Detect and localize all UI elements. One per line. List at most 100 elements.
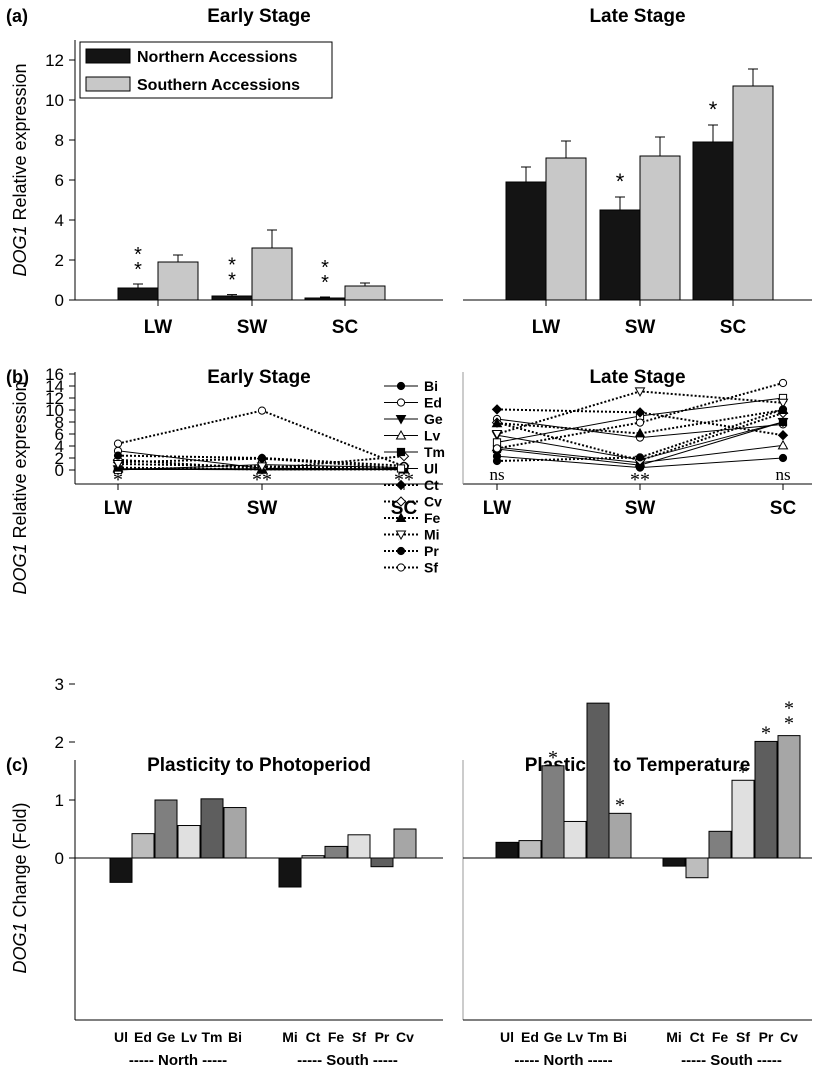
x-tick-label-b: LW: [104, 498, 133, 519]
significance-mark: *: [784, 713, 794, 735]
data-point: [257, 406, 267, 415]
panel-label-c: (c): [6, 755, 28, 775]
chart-title: Early Stage: [207, 6, 311, 27]
legend-a: Northern Accessions Southern Accessions: [79, 41, 333, 99]
bar: [599, 209, 641, 301]
significance-mark: *: [228, 255, 236, 277]
x-tick-label-c: Tm: [202, 1029, 223, 1045]
data-point: [777, 398, 789, 409]
bar: [639, 155, 681, 301]
data-point: [492, 444, 502, 453]
y-tick-label-b: 0: [55, 461, 64, 480]
bar: [608, 812, 632, 859]
y-axis-label-a-italic: DOG1: [10, 226, 30, 277]
significance-mark: *: [784, 698, 794, 720]
bar: [131, 833, 155, 859]
bar: [685, 857, 709, 879]
y-axis-label-c-rest: Change (Fold): [10, 802, 30, 922]
legend-label: Bi: [424, 378, 438, 394]
x-tick-label-a: SW: [625, 317, 656, 338]
y-tick-label-a: 10: [45, 91, 64, 110]
bar: [177, 825, 201, 859]
x-tick-label-c: Fe: [712, 1029, 729, 1045]
bar: [211, 295, 253, 301]
chart-title: Late Stage: [589, 6, 685, 27]
data-point: [113, 439, 123, 448]
significance-mark: **: [252, 469, 272, 491]
x-tick-label-c: Pr: [375, 1029, 390, 1045]
y-axis-label-b-italic: DOG1: [10, 544, 30, 595]
y-tick-label-b: 6: [55, 425, 64, 444]
y-tick-label-b: 8: [55, 413, 64, 432]
legend-marker: [395, 496, 407, 507]
data-point: [778, 405, 788, 414]
data-point: [112, 460, 124, 470]
bar: [154, 799, 178, 859]
x-tick-label-c: Ct: [306, 1029, 321, 1045]
series-mi: [491, 387, 789, 440]
legend-marker: [396, 447, 406, 457]
bar: [495, 841, 519, 859]
bar: [732, 85, 774, 301]
legend-label-north: Northern Accessions: [137, 49, 297, 66]
significance-mark: ns: [489, 465, 504, 484]
bar: [157, 261, 199, 301]
legend-swatch-north: [85, 48, 131, 64]
legend-label: Sf: [424, 560, 438, 576]
x-tick-label-c: Sf: [352, 1029, 366, 1045]
y-tick-label-b: 4: [55, 437, 64, 456]
data-point: [491, 404, 503, 415]
x-tick-label-a: LW: [532, 317, 561, 338]
series-line: [117, 409, 405, 468]
y-tick-label-a: 0: [55, 291, 64, 310]
bar: [777, 735, 801, 859]
data-point: [778, 453, 788, 463]
bar: [692, 141, 734, 301]
legend-marker: [395, 512, 407, 522]
bar: [344, 285, 386, 301]
legend-marker: [396, 563, 406, 572]
legend-label: Cv: [424, 494, 442, 510]
y-tick-label-a: 12: [45, 51, 64, 70]
data-point: [778, 417, 788, 427]
y-axis-label-c: DOG1 Change (Fold): [10, 802, 30, 973]
chart-title: Late Stage: [589, 367, 685, 388]
series-pr: [492, 405, 788, 466]
legend-label: Ge: [424, 411, 443, 427]
bar: [200, 798, 224, 859]
data-point: [634, 427, 646, 438]
data-point: [635, 453, 645, 462]
significance-mark: *: [113, 469, 123, 491]
x-tick-label-c: Lv: [181, 1029, 198, 1045]
y-axis-label-c-italic: DOG1: [10, 923, 30, 974]
y-tick-label-a: 6: [55, 171, 64, 190]
data-point: [256, 462, 268, 472]
series-ct: [491, 404, 789, 441]
x-tick-label-c: Cv: [396, 1029, 414, 1045]
data-point: [777, 429, 789, 441]
legend-marker: [396, 464, 406, 473]
group-label-north: ----- North -----: [514, 1052, 612, 1069]
significance-mark: *: [321, 257, 329, 279]
x-tick-label-c: Mi: [666, 1029, 682, 1045]
legend-label: Ct: [424, 477, 439, 493]
bar: [545, 157, 587, 301]
data-point: [113, 451, 123, 460]
significance-mark: *: [616, 169, 625, 194]
y-tick-label-b: 2: [55, 449, 64, 468]
bar: [708, 830, 732, 859]
group-label-north: ----- North -----: [129, 1052, 227, 1069]
significance-mark: *: [709, 97, 718, 122]
bar: [754, 740, 778, 859]
significance-mark: ns: [775, 465, 790, 484]
bar: [563, 820, 587, 859]
y-tick-label-a: 2: [55, 251, 64, 270]
x-tick-label-c: Ed: [134, 1029, 152, 1045]
bar: [278, 857, 302, 888]
legend-label: Ul: [424, 461, 438, 477]
x-tick-label-c: Cv: [780, 1029, 798, 1045]
y-axis-label-a: DOG1 Relative expression: [10, 63, 30, 276]
data-point: [257, 453, 267, 463]
